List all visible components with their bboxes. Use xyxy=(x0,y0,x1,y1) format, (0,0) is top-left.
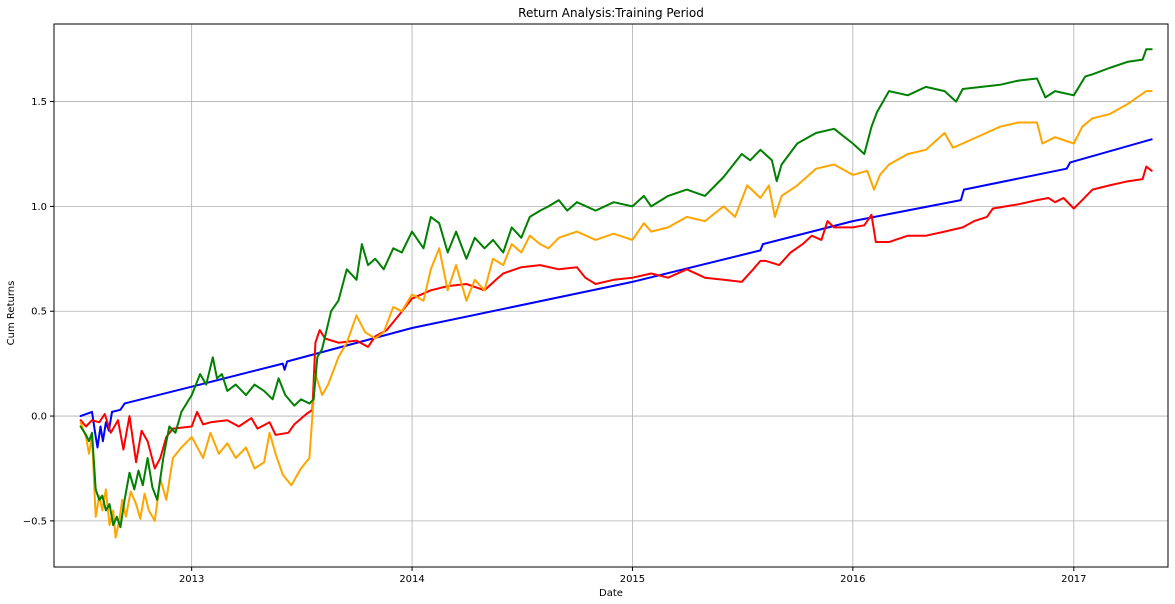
series-line-1 xyxy=(79,138,1153,449)
series-line-3 xyxy=(79,90,1153,539)
x-tick-label: 2017 xyxy=(1061,574,1086,585)
grid xyxy=(54,24,1168,567)
x-axis-title: Date xyxy=(599,588,623,599)
series-line-2 xyxy=(79,165,1153,470)
series-line-4 xyxy=(79,48,1153,529)
series-layer xyxy=(79,48,1153,539)
y-tick-label: −0.5 xyxy=(23,516,47,527)
y-tick-label: 1.5 xyxy=(31,97,47,108)
y-axis-title: Cum Returns xyxy=(6,281,17,346)
y-tick-label: 0.0 xyxy=(31,412,47,423)
x-tick-label: 2013 xyxy=(179,574,204,585)
x-tick-label: 2014 xyxy=(399,574,424,585)
y-tick-label: 0.5 xyxy=(31,307,47,318)
plot-frame xyxy=(53,23,1169,568)
x-tick-label: 2016 xyxy=(840,574,865,585)
y-tick-label: 1.0 xyxy=(31,202,47,213)
ticks: 2013 2014 2015 2016 2017 −0.5 0.0 0.5 1.0 1.5 xyxy=(23,97,1087,585)
x-tick-label: 2015 xyxy=(620,574,645,585)
chart-title: Return Analysis:Training Period xyxy=(518,6,704,20)
